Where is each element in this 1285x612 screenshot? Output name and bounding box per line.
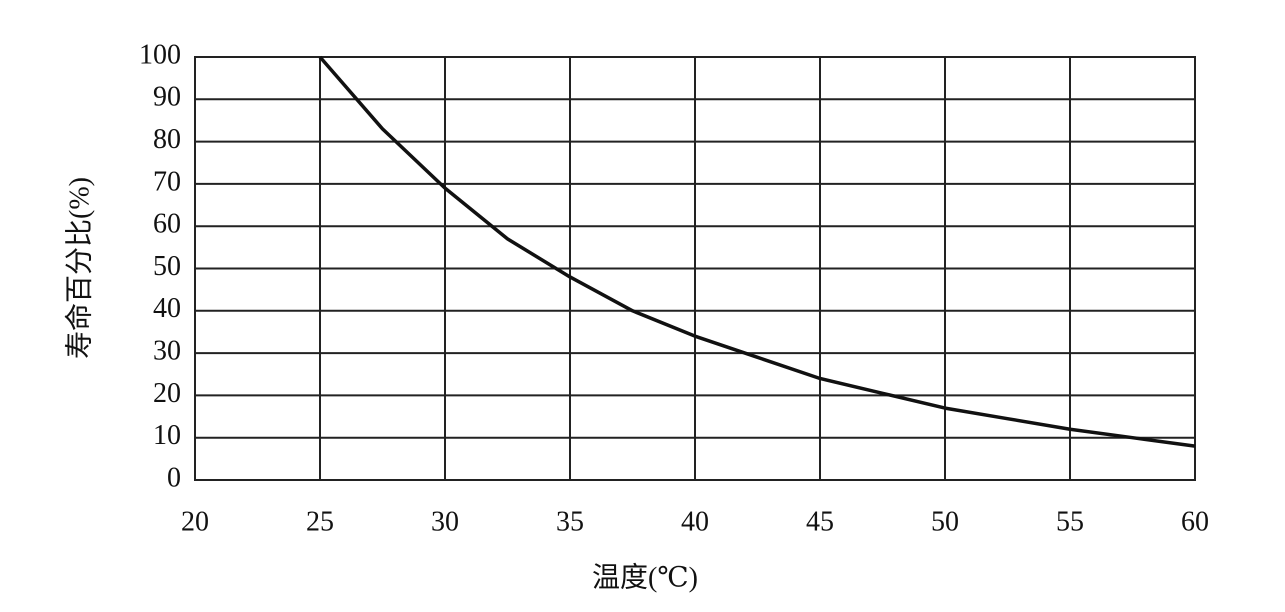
y-tick-label: 90	[153, 82, 181, 113]
x-tick-label: 50	[931, 506, 959, 537]
x-tick-label: 35	[556, 506, 584, 537]
y-tick-label: 20	[153, 378, 181, 409]
data-line	[318, 55, 1196, 448]
x-tick-label: 55	[1056, 506, 1084, 537]
x-tick-label: 60	[1181, 506, 1209, 537]
y-tick-label: 0	[167, 462, 181, 493]
y-tick-label: 60	[153, 209, 181, 240]
y-tick-label: 100	[139, 39, 181, 70]
y-tick-label: 40	[153, 293, 181, 324]
x-axis-label: 温度(℃)	[592, 561, 698, 593]
y-axis-label: 寿命百分比(%)	[63, 177, 95, 359]
y-tick-label: 70	[153, 166, 181, 197]
x-tick-label: 45	[806, 506, 834, 537]
x-tick-label: 30	[431, 506, 459, 537]
y-tick-label: 80	[153, 124, 181, 155]
x-tick-label: 40	[681, 506, 709, 537]
y-tick-label: 10	[153, 420, 181, 451]
x-tick-label: 20	[181, 506, 209, 537]
y-tick-label: 30	[153, 336, 181, 367]
y-tick-label: 50	[153, 251, 181, 282]
x-tick-label: 25	[306, 506, 334, 537]
